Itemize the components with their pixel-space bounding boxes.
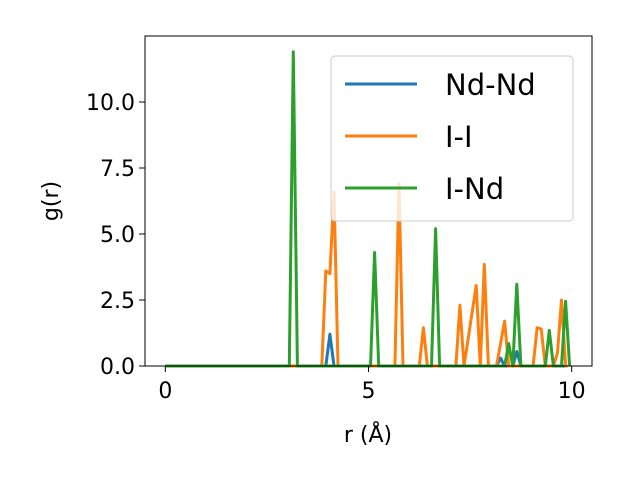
- x-axis-label: r (Å): [344, 421, 392, 448]
- x-tick-label: 5: [362, 379, 376, 404]
- y-tick-label: 5.0: [100, 223, 135, 248]
- y-axis-ticks: 0.0 2.5 5.0 7.5 10.0: [86, 91, 145, 380]
- y-tick-label: 2.5: [100, 289, 135, 314]
- x-tick-label: 0: [158, 379, 172, 404]
- y-tick-label: 10.0: [86, 91, 135, 116]
- legend-label-i-nd: I-Nd: [445, 172, 504, 206]
- legend-label-i-i: I-I: [445, 120, 473, 154]
- y-tick-label: 0.0: [100, 355, 135, 380]
- x-tick-label: 10: [558, 379, 586, 404]
- legend-box: [330, 55, 574, 222]
- legend-label-nd-nd: Nd-Nd: [445, 68, 536, 102]
- x-axis-ticks: 0 5 10: [158, 366, 586, 404]
- y-axis-label: g(r): [39, 181, 64, 221]
- y-tick-label: 7.5: [100, 157, 135, 182]
- legend: Nd-Nd I-I I-Nd: [330, 55, 574, 222]
